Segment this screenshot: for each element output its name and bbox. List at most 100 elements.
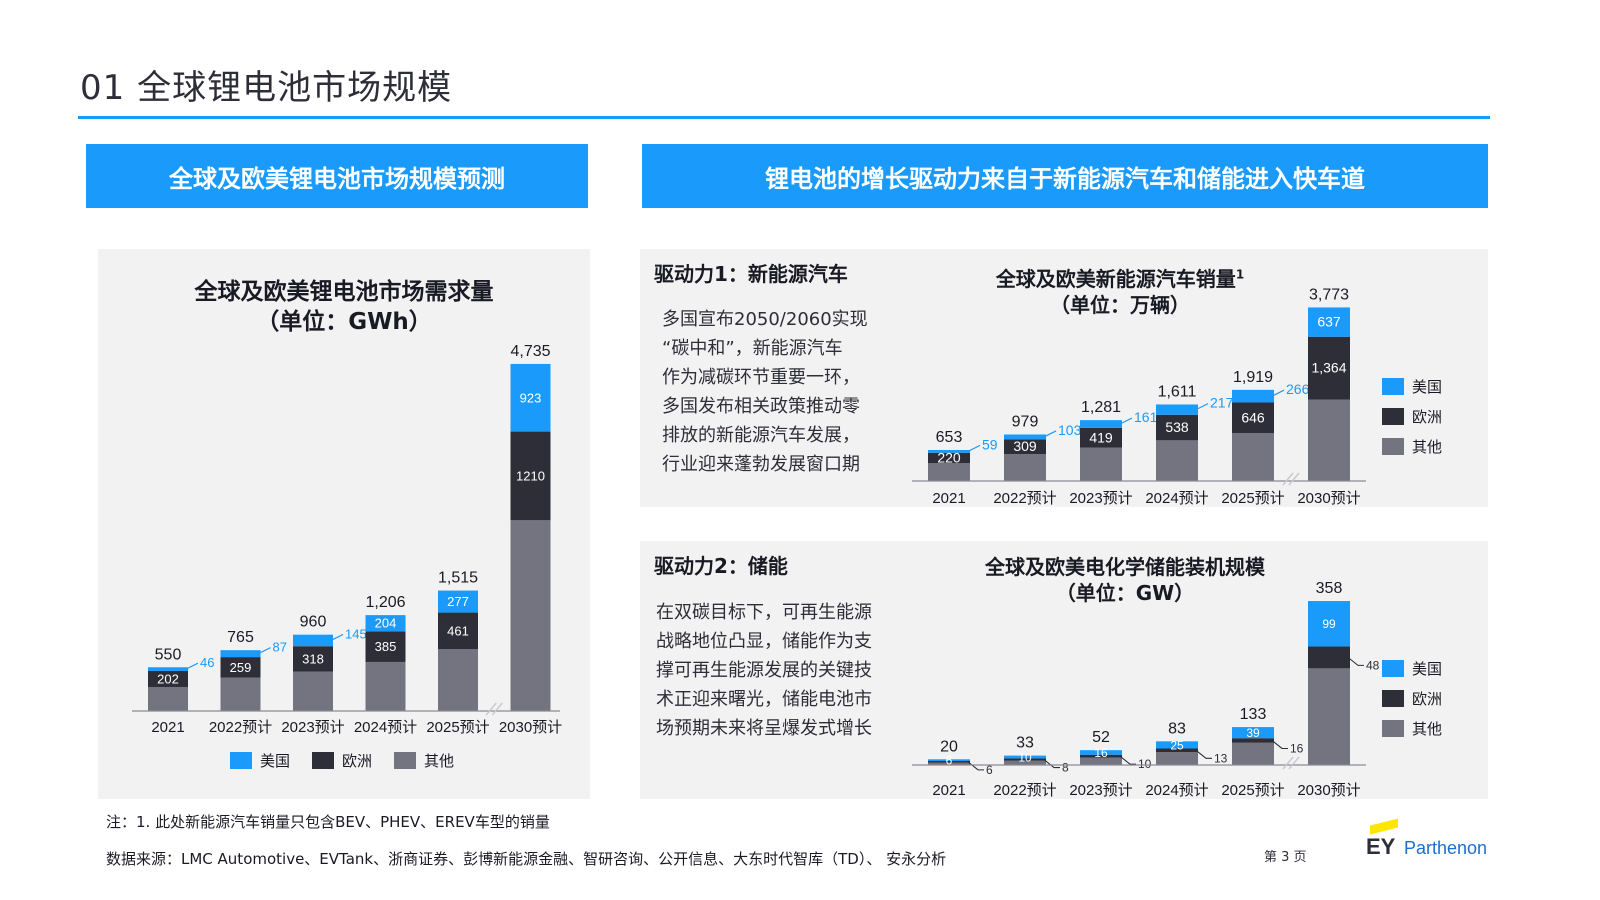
bar-usa <box>220 650 261 658</box>
europe-value-label: 259 <box>230 660 252 675</box>
usa-leader-line <box>967 444 981 452</box>
bar-usa <box>1232 389 1274 403</box>
footnote: 注：1. 此处新能源汽车销量只包含BEV、PHEV、EREV车型的销量 <box>106 813 550 831</box>
bar-other <box>1004 760 1046 765</box>
legend-swatch-usa <box>1382 378 1404 395</box>
bar-usa <box>1004 434 1046 440</box>
bar-usa <box>928 759 970 762</box>
es-legend-europe: 欧洲 <box>1382 688 1442 709</box>
europe-leader-line <box>1347 656 1364 666</box>
bar-europe <box>928 761 970 763</box>
ev-sales-chart: 653 2021 59 220 979 2022预计 103 309 1,281 2023预计 16… <box>912 286 1366 507</box>
title-divider <box>78 116 1490 119</box>
page-title: 01 全球锂电池市场规模 <box>80 68 453 108</box>
europe-value-label: 16 <box>1290 741 1304 755</box>
usa-value-label: 217 <box>1210 395 1234 411</box>
battery-chart-title-main: 全球及欧美锂电池市场需求量 <box>194 279 494 305</box>
bar-usa <box>1080 750 1122 755</box>
category-label: 2025预计 <box>426 719 489 736</box>
bar-usa <box>148 667 188 671</box>
usa-value-label: 99 <box>1322 617 1336 631</box>
total-label: 33 <box>1016 735 1034 752</box>
europe-value-label: 6 <box>986 763 993 777</box>
es-chart-title-main: 全球及欧美电化学储能装机规模 <box>985 555 1265 579</box>
usa-value-label: 6 <box>946 754 953 768</box>
driver-ev-text: 多国宣布2050/2060实现 “碳中和”，新能源汽车 作为减碳环节重要一环， … <box>662 305 898 479</box>
bar-europe <box>1232 402 1274 434</box>
total-label: 20 <box>940 738 958 755</box>
usa-value-label: 16 <box>1094 746 1108 760</box>
driver-es-line: 战略地位凸显，储能作为支 <box>656 631 872 652</box>
total-label: 1,515 <box>438 570 478 587</box>
bar-other <box>293 671 333 711</box>
driver-ev-line: “碳中和”，新能源汽车 <box>662 338 843 359</box>
bar-europe <box>1156 414 1198 441</box>
driver-ev-line: 作为减碳环节重要一环， <box>662 367 860 388</box>
europe-value-label: 8 <box>1062 761 1069 775</box>
driver-ev-heading: 驱动力1：新能源汽车 <box>654 262 848 286</box>
category-label: 2021 <box>151 719 184 736</box>
bar-other <box>928 762 970 765</box>
legend-swatch-other <box>394 752 417 769</box>
battery-demand-chart: 550 2021 46 202 765 2022预计 87 259 960 2023预计 145 31… <box>132 343 562 736</box>
bar-europe <box>293 646 333 672</box>
usa-value-label: 145 <box>345 626 367 641</box>
total-label: 133 <box>1240 706 1267 723</box>
total-label: 765 <box>227 629 254 646</box>
ev-chart-subtitle: （单位：万辆） <box>1050 293 1190 317</box>
bar-other <box>1080 757 1122 765</box>
driver-es-line: 在双碳目标下，可再生能源 <box>656 602 872 623</box>
total-label: 653 <box>936 429 963 446</box>
bar-usa <box>1156 741 1198 749</box>
legend-label-europe: 欧洲 <box>1412 690 1443 708</box>
legend-label-other: 其他 <box>1412 720 1443 738</box>
bar-europe <box>928 452 970 464</box>
legend-swatch-other <box>1382 438 1404 455</box>
europe-value-label: 10 <box>1138 757 1152 771</box>
bar-europe <box>220 657 261 678</box>
bar-usa <box>1004 755 1046 759</box>
usa-leader-line <box>330 633 344 641</box>
usa-value-label: 10 <box>1018 751 1032 765</box>
europe-value-label: 202 <box>157 671 179 686</box>
axis-break-mark <box>1288 756 1300 770</box>
battery-chart-subtitle: （单位：GWh） <box>256 308 432 335</box>
battery-chart-title: 全球及欧美锂电池市场需求量 （单位：GWh） <box>98 278 590 338</box>
bar-usa <box>1308 307 1350 337</box>
driver-es-text: 在双碳目标下，可再生能源 战略地位凸显，储能作为支 撑可再生能源发展的关键技 术… <box>656 598 892 743</box>
ey-parthenon-logo: EY Parthenon <box>1366 818 1496 860</box>
bar-other <box>1308 399 1350 481</box>
bar-other <box>1004 454 1046 481</box>
driver-es-heading: 驱动力2：储能 <box>654 554 788 578</box>
usa-value-label: 161 <box>1134 409 1158 425</box>
legend-label-usa: 美国 <box>1412 660 1443 678</box>
bar-usa <box>365 615 406 632</box>
banner-right: 锂电池的增长驱动力来自于新能源汽车和储能进入快车道 <box>642 144 1488 208</box>
bar-usa <box>1308 601 1350 647</box>
category-label: 2023预计 <box>1069 490 1132 507</box>
usa-value-label: 277 <box>447 594 469 609</box>
bar-other <box>1156 752 1198 765</box>
bar-usa <box>1080 420 1122 428</box>
total-label: 83 <box>1168 720 1186 737</box>
category-label: 2023预计 <box>1069 782 1132 799</box>
bar-other <box>220 677 261 711</box>
legend-label-europe: 欧洲 <box>342 752 373 770</box>
europe-value-label: 318 <box>302 651 324 666</box>
driver-ev-line: 多国宣布2050/2060实现 <box>662 309 868 330</box>
ev-chart-title: 全球及欧美新能源汽车销量1 （单位：万辆） <box>900 266 1340 318</box>
bar-other <box>365 661 406 711</box>
usa-value-label: 266 <box>1286 381 1310 397</box>
ev-chart-title-main: 全球及欧美新能源汽车销量 <box>995 267 1236 291</box>
usa-leader-line <box>1043 430 1057 438</box>
bar-usa <box>438 590 478 613</box>
bar-other <box>928 463 970 481</box>
legend-swatch-other <box>1382 720 1404 737</box>
bar-other <box>1308 668 1350 765</box>
es-chart-subtitle: （单位：GW） <box>1055 581 1195 605</box>
driver-ev-line: 多国发布相关政策推动零 <box>662 396 860 417</box>
data-source: 数据来源：LMC Automotive、EVTank、浙商证券、彭博新能源金融、… <box>106 850 947 868</box>
category-label: 2024预计 <box>354 719 417 736</box>
page-number: 第 3 页 <box>1264 850 1307 865</box>
ev-legend-other: 其他 <box>1382 436 1442 457</box>
